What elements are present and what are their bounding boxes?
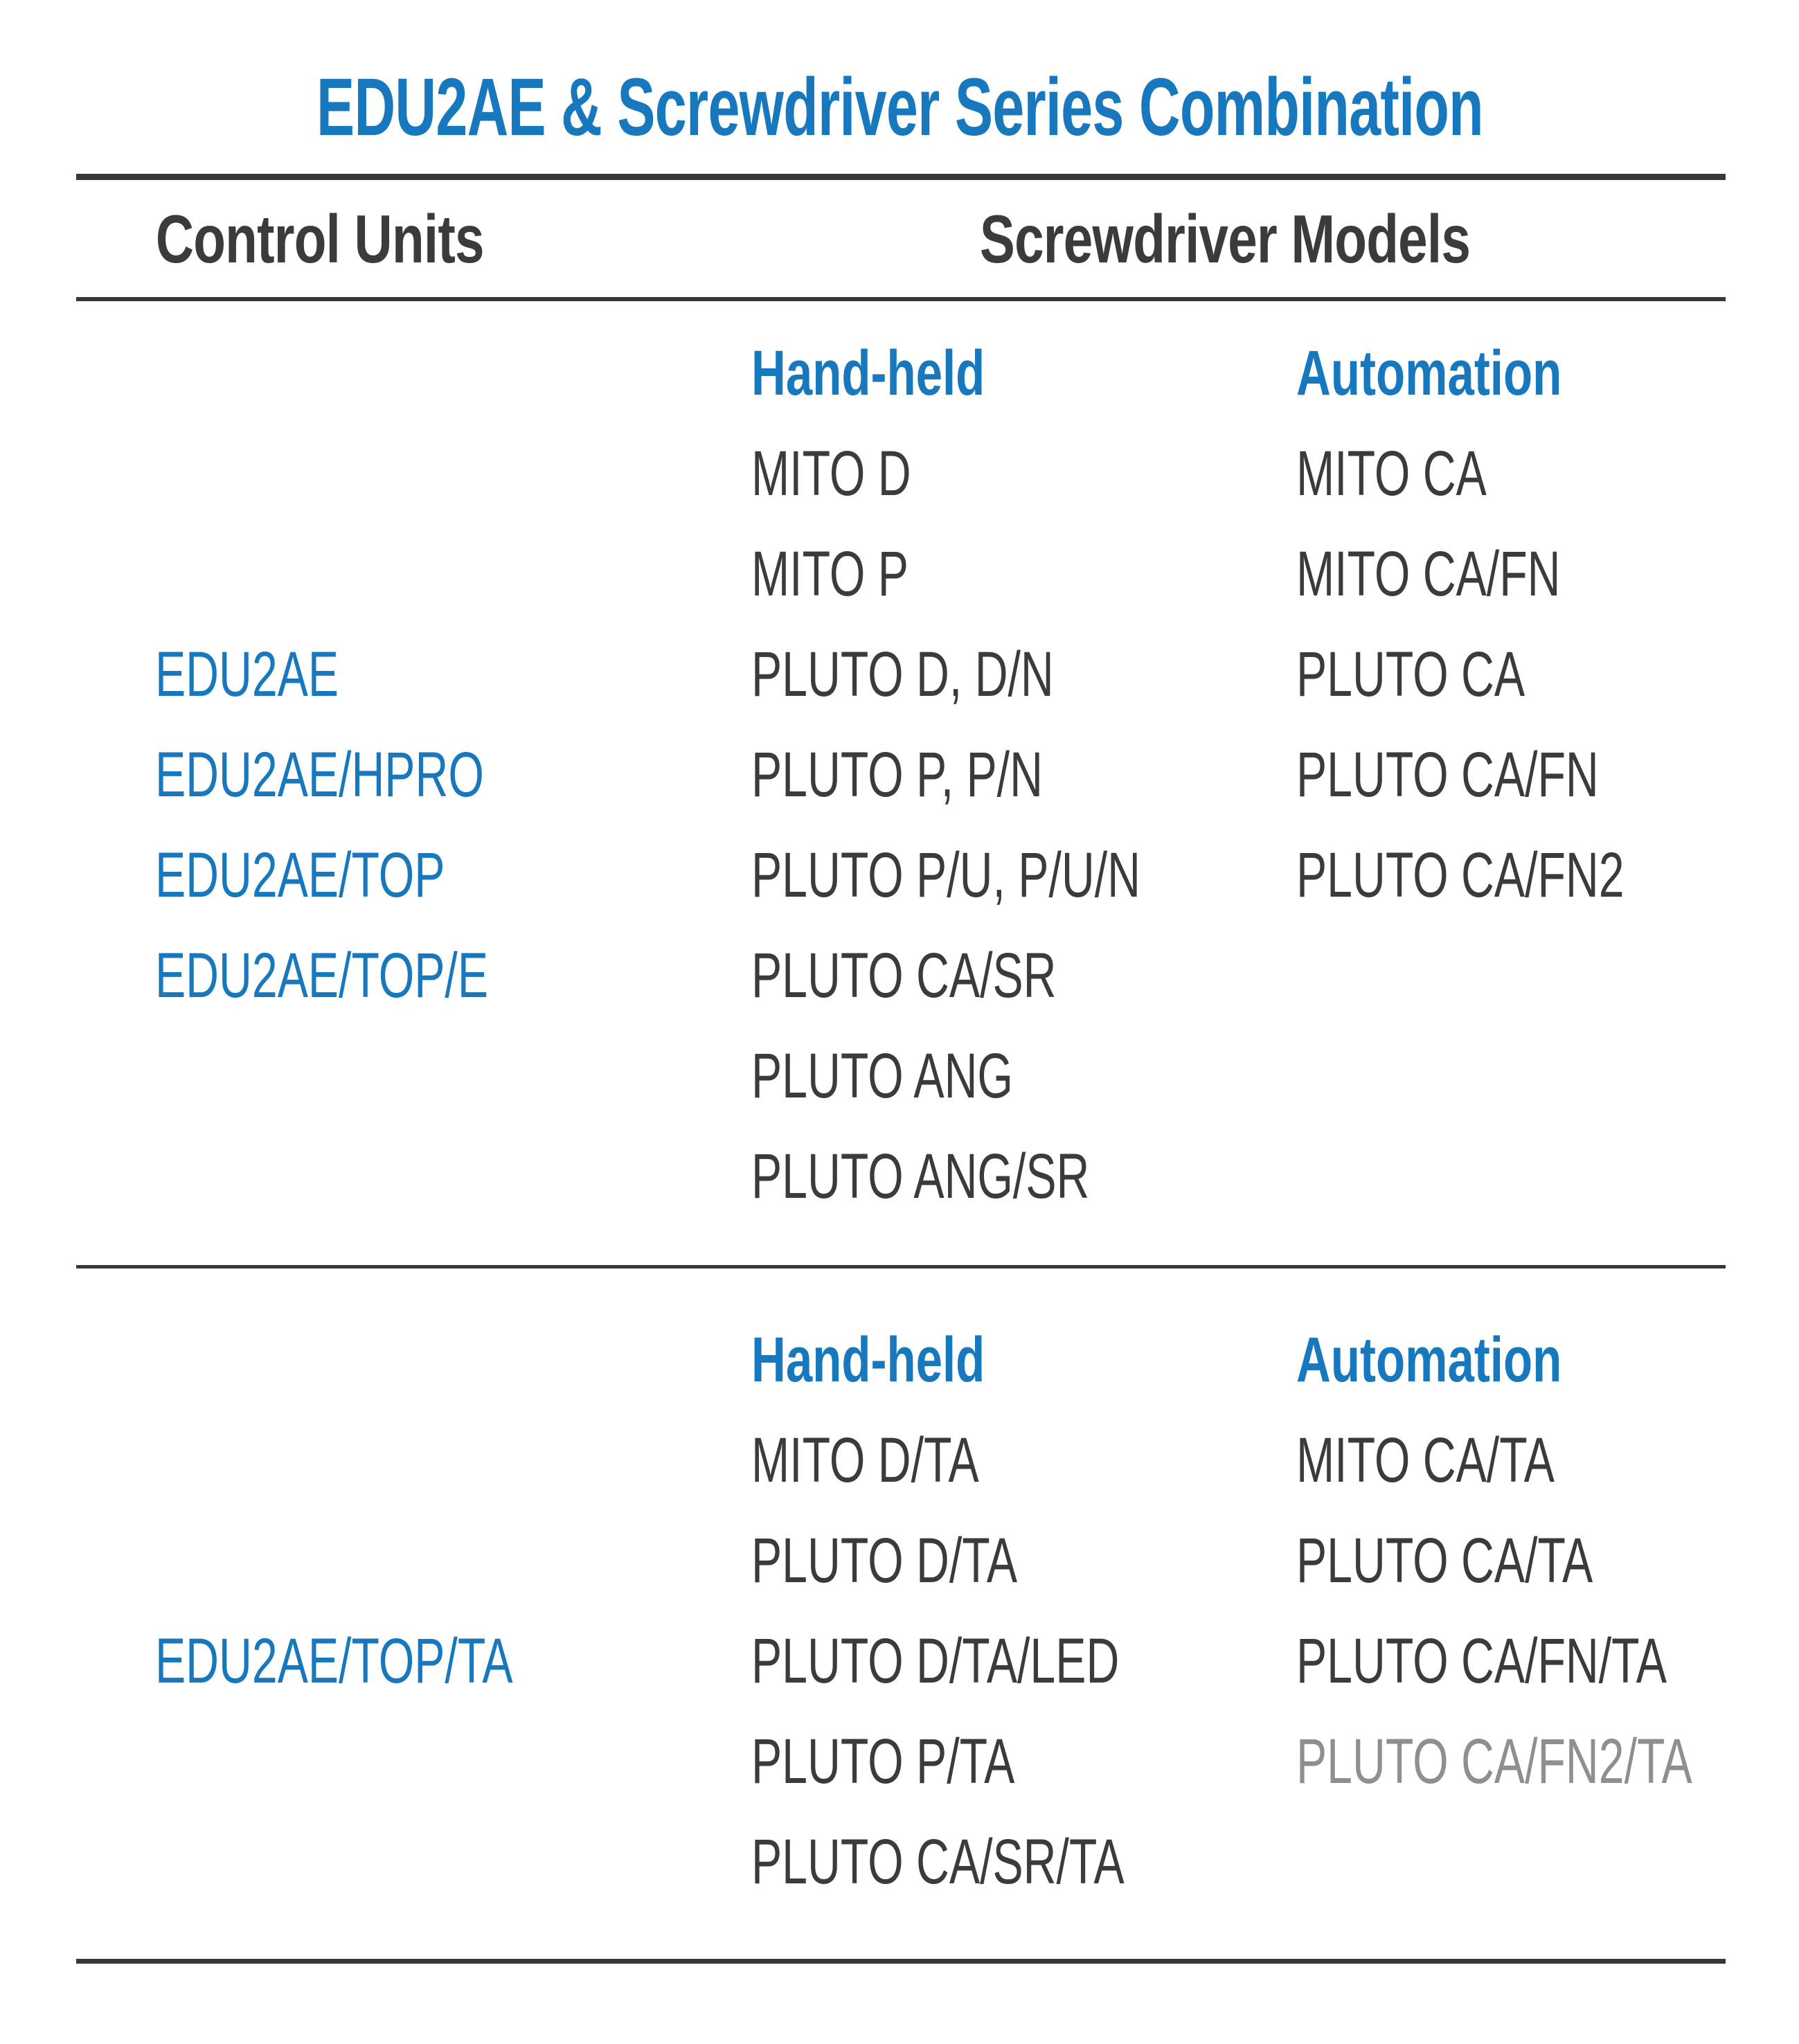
section-2-automation-column: Automation MITO CA/TA PLUTO CA/TA PLUTO … <box>1296 1310 1799 1812</box>
control-unit-item: EDU2AE <box>155 639 339 710</box>
top-rule <box>76 174 1726 180</box>
control-unit-item: EDU2AE/TOP <box>155 840 445 911</box>
column-header-control-units: Control Units <box>43 197 597 281</box>
page-title: EDU2AE & Screwdriver Series Combination <box>0 62 1799 153</box>
column-header-screwdriver-models-text: Screwdriver Models <box>979 200 1471 277</box>
control-unit-item: EDU2AE/HPRO <box>155 739 484 810</box>
automation-header: Automation <box>1296 338 1562 409</box>
section-1-handheld-column: Hand-held MITO D MITO P PLUTO D, D/N PLU… <box>751 323 1291 1227</box>
section-divider-rule <box>76 1265 1726 1268</box>
handheld-model-item: PLUTO CA/SR <box>751 940 1057 1011</box>
handheld-model-item: MITO D/TA <box>751 1425 979 1496</box>
handheld-model-item: PLUTO P/TA <box>751 1726 1015 1797</box>
handheld-model-item: PLUTO D/TA/LED <box>751 1626 1120 1696</box>
page-title-text: EDU2AE & Screwdriver Series Combination <box>316 62 1484 153</box>
automation-model-item: PLUTO CA/FN <box>1296 739 1599 810</box>
handheld-header: Hand-held <box>751 338 985 409</box>
automation-model-item: MITO CA/FN <box>1296 539 1561 609</box>
handheld-model-item: PLUTO D, D/N <box>751 639 1054 710</box>
handheld-model-item: PLUTO ANG/SR <box>751 1141 1090 1212</box>
column-header-screwdriver-models: Screwdriver Models <box>751 197 1699 281</box>
bottom-rule <box>76 1959 1726 1964</box>
section-2-control-units-column: EDU2AE/TOP/TA <box>155 1611 652 1712</box>
automation-model-item: PLUTO CA/TA <box>1296 1525 1593 1596</box>
handheld-model-item: PLUTO CA/SR/TA <box>751 1827 1125 1897</box>
section-2-handheld-column: Hand-held MITO D/TA PLUTO D/TA PLUTO D/T… <box>751 1310 1269 1912</box>
control-unit-item: EDU2AE/TOP/E <box>155 940 489 1011</box>
handheld-model-item: MITO D <box>751 438 911 509</box>
section-1-automation-column: Automation MITO CA MITO CA/FN PLUTO CA P… <box>1296 323 1752 926</box>
handheld-header: Hand-held <box>751 1325 985 1395</box>
section-1-control-units-column: EDU2AE EDU2AE/HPRO EDU2AE/TOP EDU2AE/TOP… <box>155 625 618 1026</box>
handheld-model-item: PLUTO D/TA <box>751 1525 1018 1596</box>
handheld-model-item: PLUTO ANG <box>751 1041 1013 1111</box>
automation-model-item-muted: PLUTO CA/FN2/TA <box>1296 1726 1692 1797</box>
automation-model-item: MITO CA <box>1296 438 1487 509</box>
handheld-model-item: PLUTO P, P/N <box>751 739 1043 810</box>
automation-model-item: MITO CA/TA <box>1296 1425 1555 1496</box>
control-unit-item: EDU2AE/TOP/TA <box>155 1626 513 1696</box>
automation-model-item: PLUTO CA/FN2 <box>1296 840 1625 911</box>
automation-header: Automation <box>1296 1325 1562 1395</box>
column-header-control-units-text: Control Units <box>156 200 485 277</box>
handheld-model-item: MITO P <box>751 539 909 609</box>
handheld-model-item: PLUTO P/U, P/U/N <box>751 840 1140 911</box>
header-rule <box>76 297 1726 301</box>
automation-model-item: PLUTO CA/FN/TA <box>1296 1626 1667 1696</box>
automation-model-item: PLUTO CA <box>1296 639 1525 710</box>
